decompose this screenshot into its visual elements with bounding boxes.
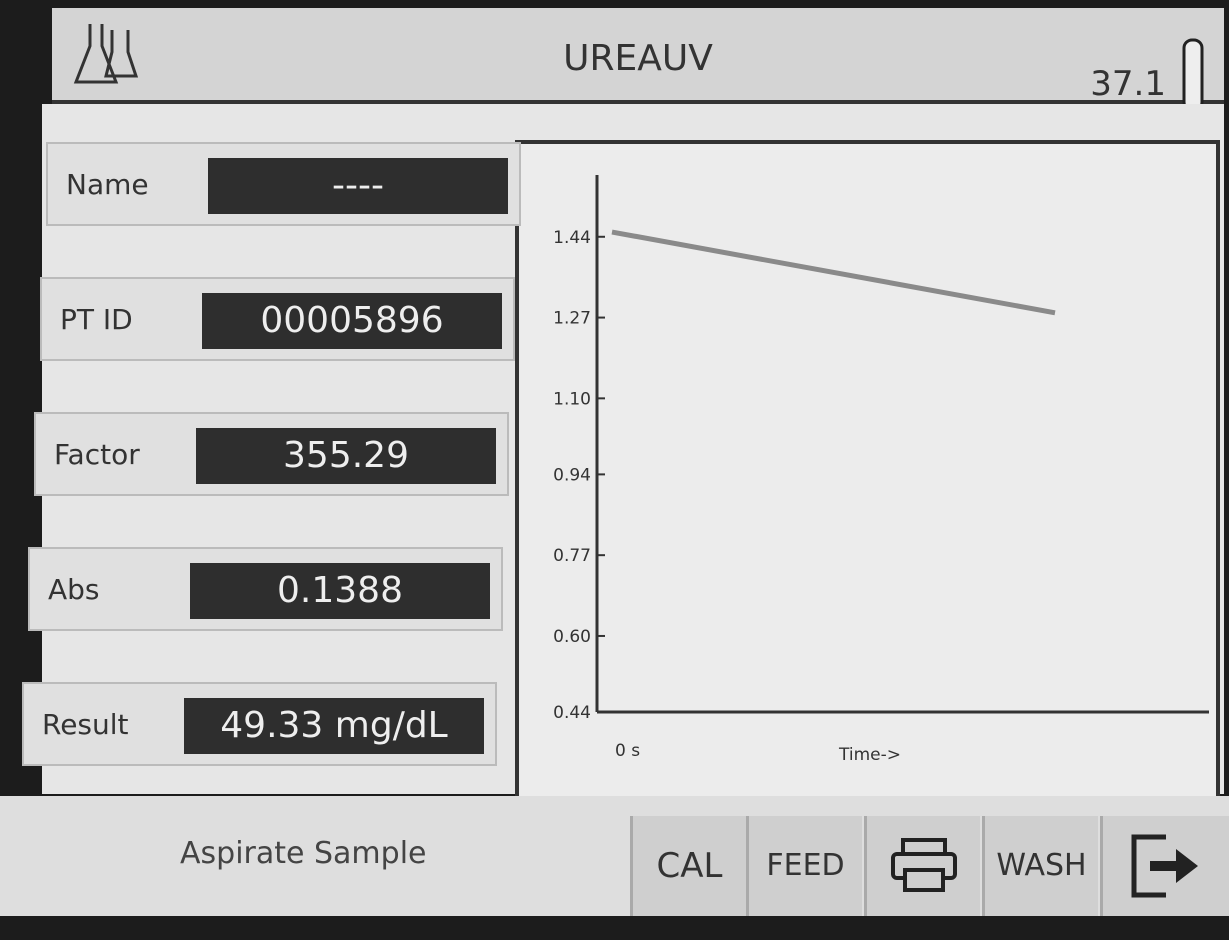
- field-label: Abs: [48, 573, 100, 606]
- chart: 0.44 0.60 0.77 0.94 1.10 1.27 1.44 0 s Time->: [553, 175, 1209, 765]
- field-value: 0.1388: [190, 563, 490, 619]
- field-label: Name: [66, 168, 149, 201]
- bottom-bar: Aspirate Sample CAL FEED WASH: [0, 796, 1229, 916]
- wash-button[interactable]: WASH: [982, 816, 1098, 916]
- header: UREAUV 37.1: [52, 8, 1224, 130]
- title: UREAUV: [563, 38, 713, 79]
- chart-panel: 0.44 0.60 0.77 0.94 1.10 1.27 1.44 0 s Time->: [515, 140, 1220, 800]
- field: Result 49.33 mg/dL: [22, 682, 497, 766]
- y-tick-label: 1.44: [553, 228, 591, 248]
- field-value: 355.29: [196, 428, 496, 484]
- field-value: 00005896: [202, 293, 502, 349]
- x-start-label: 0 s: [615, 741, 640, 761]
- y-tick-label: 0.94: [553, 465, 591, 485]
- exit-button[interactable]: [1100, 816, 1229, 916]
- status-text: Aspirate Sample: [180, 836, 427, 871]
- feed-button[interactable]: FEED: [746, 816, 862, 916]
- field: Factor 355.29: [34, 412, 509, 496]
- field: Name ----: [46, 142, 521, 226]
- field-value: ----: [208, 158, 508, 214]
- field: PT ID 00005896: [40, 277, 515, 361]
- y-tick-label: 1.27: [553, 309, 591, 329]
- field-label: Factor: [54, 438, 140, 471]
- data-line: [611, 229, 1056, 316]
- y-tick-label: 0.44: [553, 703, 591, 723]
- field: Abs 0.1388: [28, 547, 503, 631]
- x-axis-label: Time->: [838, 745, 901, 765]
- field-label: PT ID: [60, 303, 133, 336]
- y-tick-label: 0.77: [553, 546, 591, 566]
- temperature: 37.1: [1090, 64, 1166, 104]
- print-button[interactable]: [864, 816, 980, 916]
- field-label: Result: [42, 708, 129, 741]
- flask-icon: [73, 24, 139, 84]
- exit-icon: [1131, 834, 1198, 898]
- y-tick-label: 0.60: [553, 627, 591, 647]
- y-tick-label: 1.10: [553, 389, 591, 409]
- printer-icon: [890, 838, 957, 892]
- field-value: 49.33 mg/dL: [184, 698, 484, 754]
- cal-button[interactable]: CAL: [630, 816, 746, 916]
